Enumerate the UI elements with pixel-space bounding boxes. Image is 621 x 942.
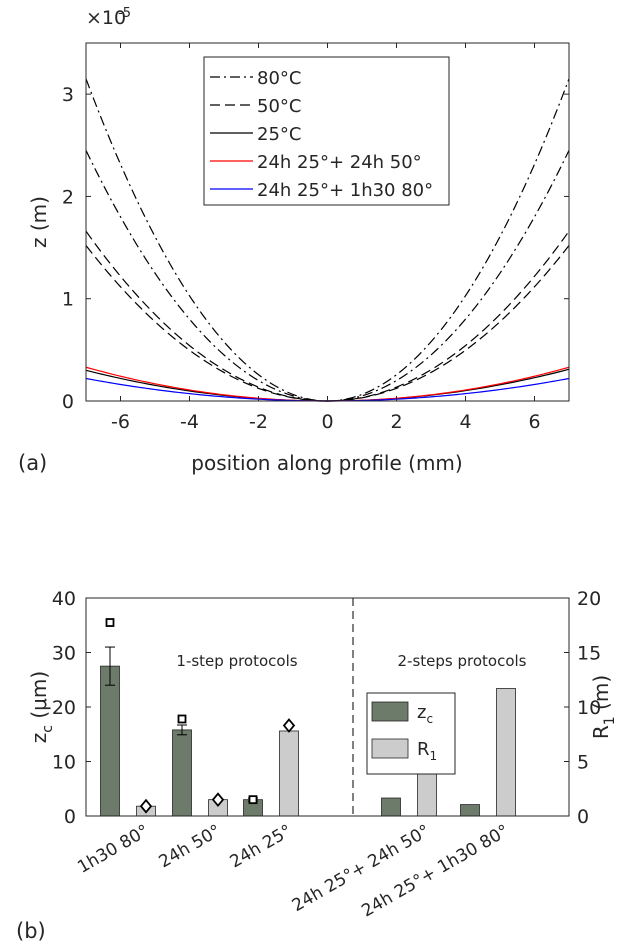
left-y-tick-label: 40 <box>52 588 76 610</box>
diamond-marker <box>211 792 225 808</box>
left-y-tick-label: 20 <box>52 697 76 719</box>
legend-label: 24h 25°+ 1h30 80° <box>257 180 433 201</box>
y-tick-label: 2 <box>62 186 74 208</box>
x-tick-label: -4 <box>180 411 199 433</box>
y-tick-label: 1 <box>62 289 74 311</box>
panel-b-plot-area <box>86 598 569 816</box>
right-y-tick-label: 20 <box>577 588 601 610</box>
panel-b-markers <box>105 618 296 814</box>
x-tick-label: -2 <box>249 411 268 433</box>
diamond-marker <box>139 798 153 814</box>
panel-a: -6 -4 -2 0 2 4 6 0 1 2 3 position along profile (… <box>18 6 570 475</box>
left-y-tick-label: 0 <box>64 806 76 828</box>
panel-b-legend: zc R1 <box>366 692 456 775</box>
left-y-tick-label: 30 <box>52 643 76 665</box>
x-tick-label: 6 <box>528 411 540 433</box>
category-label: 1h30 80° <box>74 821 152 878</box>
panel-b-right-y-ticks: 0 5 10 15 20 <box>564 588 601 828</box>
bar-zc <box>100 665 120 817</box>
x-tick-label: 0 <box>321 411 333 433</box>
panel-a-y-ticks: 0 1 2 3 <box>62 84 569 413</box>
right-y-tick-label: 15 <box>577 643 601 665</box>
x-tick-label: -6 <box>111 411 130 433</box>
panel-a-y-label: z (m) <box>27 196 51 248</box>
panel-a-legend-box <box>203 56 450 206</box>
annotation-1-step: 1-step protocols <box>176 652 297 670</box>
bar-zc <box>381 797 401 817</box>
annotation-2-steps: 2-steps protocols <box>398 652 527 670</box>
diamond-marker <box>282 718 296 733</box>
panel-a-exponent-base: ×10 <box>86 7 126 29</box>
x-tick-label: 2 <box>390 411 402 433</box>
legend-swatch-r1 <box>371 738 409 759</box>
legend-label: 25°C <box>257 124 301 145</box>
panel-b-right-y-label: R1 (m) <box>589 675 618 739</box>
panel-a-x-label: position along profile (mm) <box>191 451 462 475</box>
legend-swatch-zc <box>371 701 409 722</box>
panel-a-exponent-power: -5 <box>118 6 131 21</box>
legend-label-zc: zc <box>417 702 433 726</box>
square-marker <box>105 618 115 627</box>
panel-a-x-ticks: -6 -4 -2 0 2 4 6 <box>111 43 541 433</box>
panel-b-label: (b) <box>16 919 46 942</box>
x-tick-label: 4 <box>459 411 471 433</box>
right-y-tick-label: 10 <box>577 697 601 719</box>
panel-a-legend: 80°C 50°C 25°C 24h 25°+ 24h 50° 24h 25°+ 1h3… <box>203 56 450 206</box>
legend-label-r1: R1 <box>417 739 437 763</box>
category-label: 24h 50° <box>156 821 225 872</box>
legend-label: 24h 25°+ 24h 50° <box>257 152 422 173</box>
left-y-tick-label: 10 <box>52 752 76 774</box>
bar-r1 <box>496 688 516 817</box>
legend-label: 50°C <box>257 96 301 117</box>
category-label: 24h 25° <box>227 821 296 872</box>
panel-a-label: (a) <box>18 451 47 475</box>
category-label: 24h 25°+ 1h30 80° <box>358 821 512 922</box>
square-marker <box>248 795 258 805</box>
y-tick-label: 3 <box>62 84 74 106</box>
legend-label: 80°C <box>257 68 301 89</box>
bar-zc <box>460 804 480 817</box>
right-y-tick-label: 0 <box>577 806 589 828</box>
panel-b-left-y-label: zc (μm) <box>27 671 56 743</box>
right-y-tick-label: 5 <box>577 752 589 774</box>
square-marker <box>177 714 187 724</box>
bar-r1 <box>279 730 299 817</box>
bar-zc <box>172 729 192 817</box>
panel-b-left-y-ticks: 0 10 20 30 40 <box>52 588 91 828</box>
panel-b-category-labels: 1h30 80° 24h 50° 24h 25°24h 25°+ 24h 50°24… <box>74 821 512 922</box>
y-tick-label: 0 <box>62 391 74 413</box>
